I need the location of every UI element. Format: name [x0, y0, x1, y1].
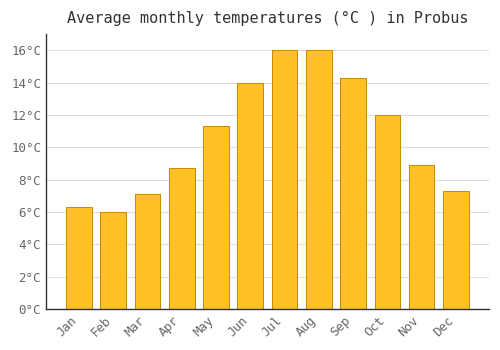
Bar	[443, 191, 469, 309]
Bar	[169, 168, 194, 309]
Title: Average monthly temperatures (°C ) in Probus: Average monthly temperatures (°C ) in Pr…	[66, 11, 468, 26]
Bar	[100, 212, 126, 309]
Bar	[306, 50, 332, 309]
Bar	[134, 194, 160, 309]
Bar	[272, 50, 297, 309]
Bar	[66, 207, 92, 309]
Bar	[374, 115, 400, 309]
Bar	[238, 83, 263, 309]
Bar	[203, 126, 229, 309]
Bar	[409, 165, 434, 309]
Bar	[340, 78, 366, 309]
